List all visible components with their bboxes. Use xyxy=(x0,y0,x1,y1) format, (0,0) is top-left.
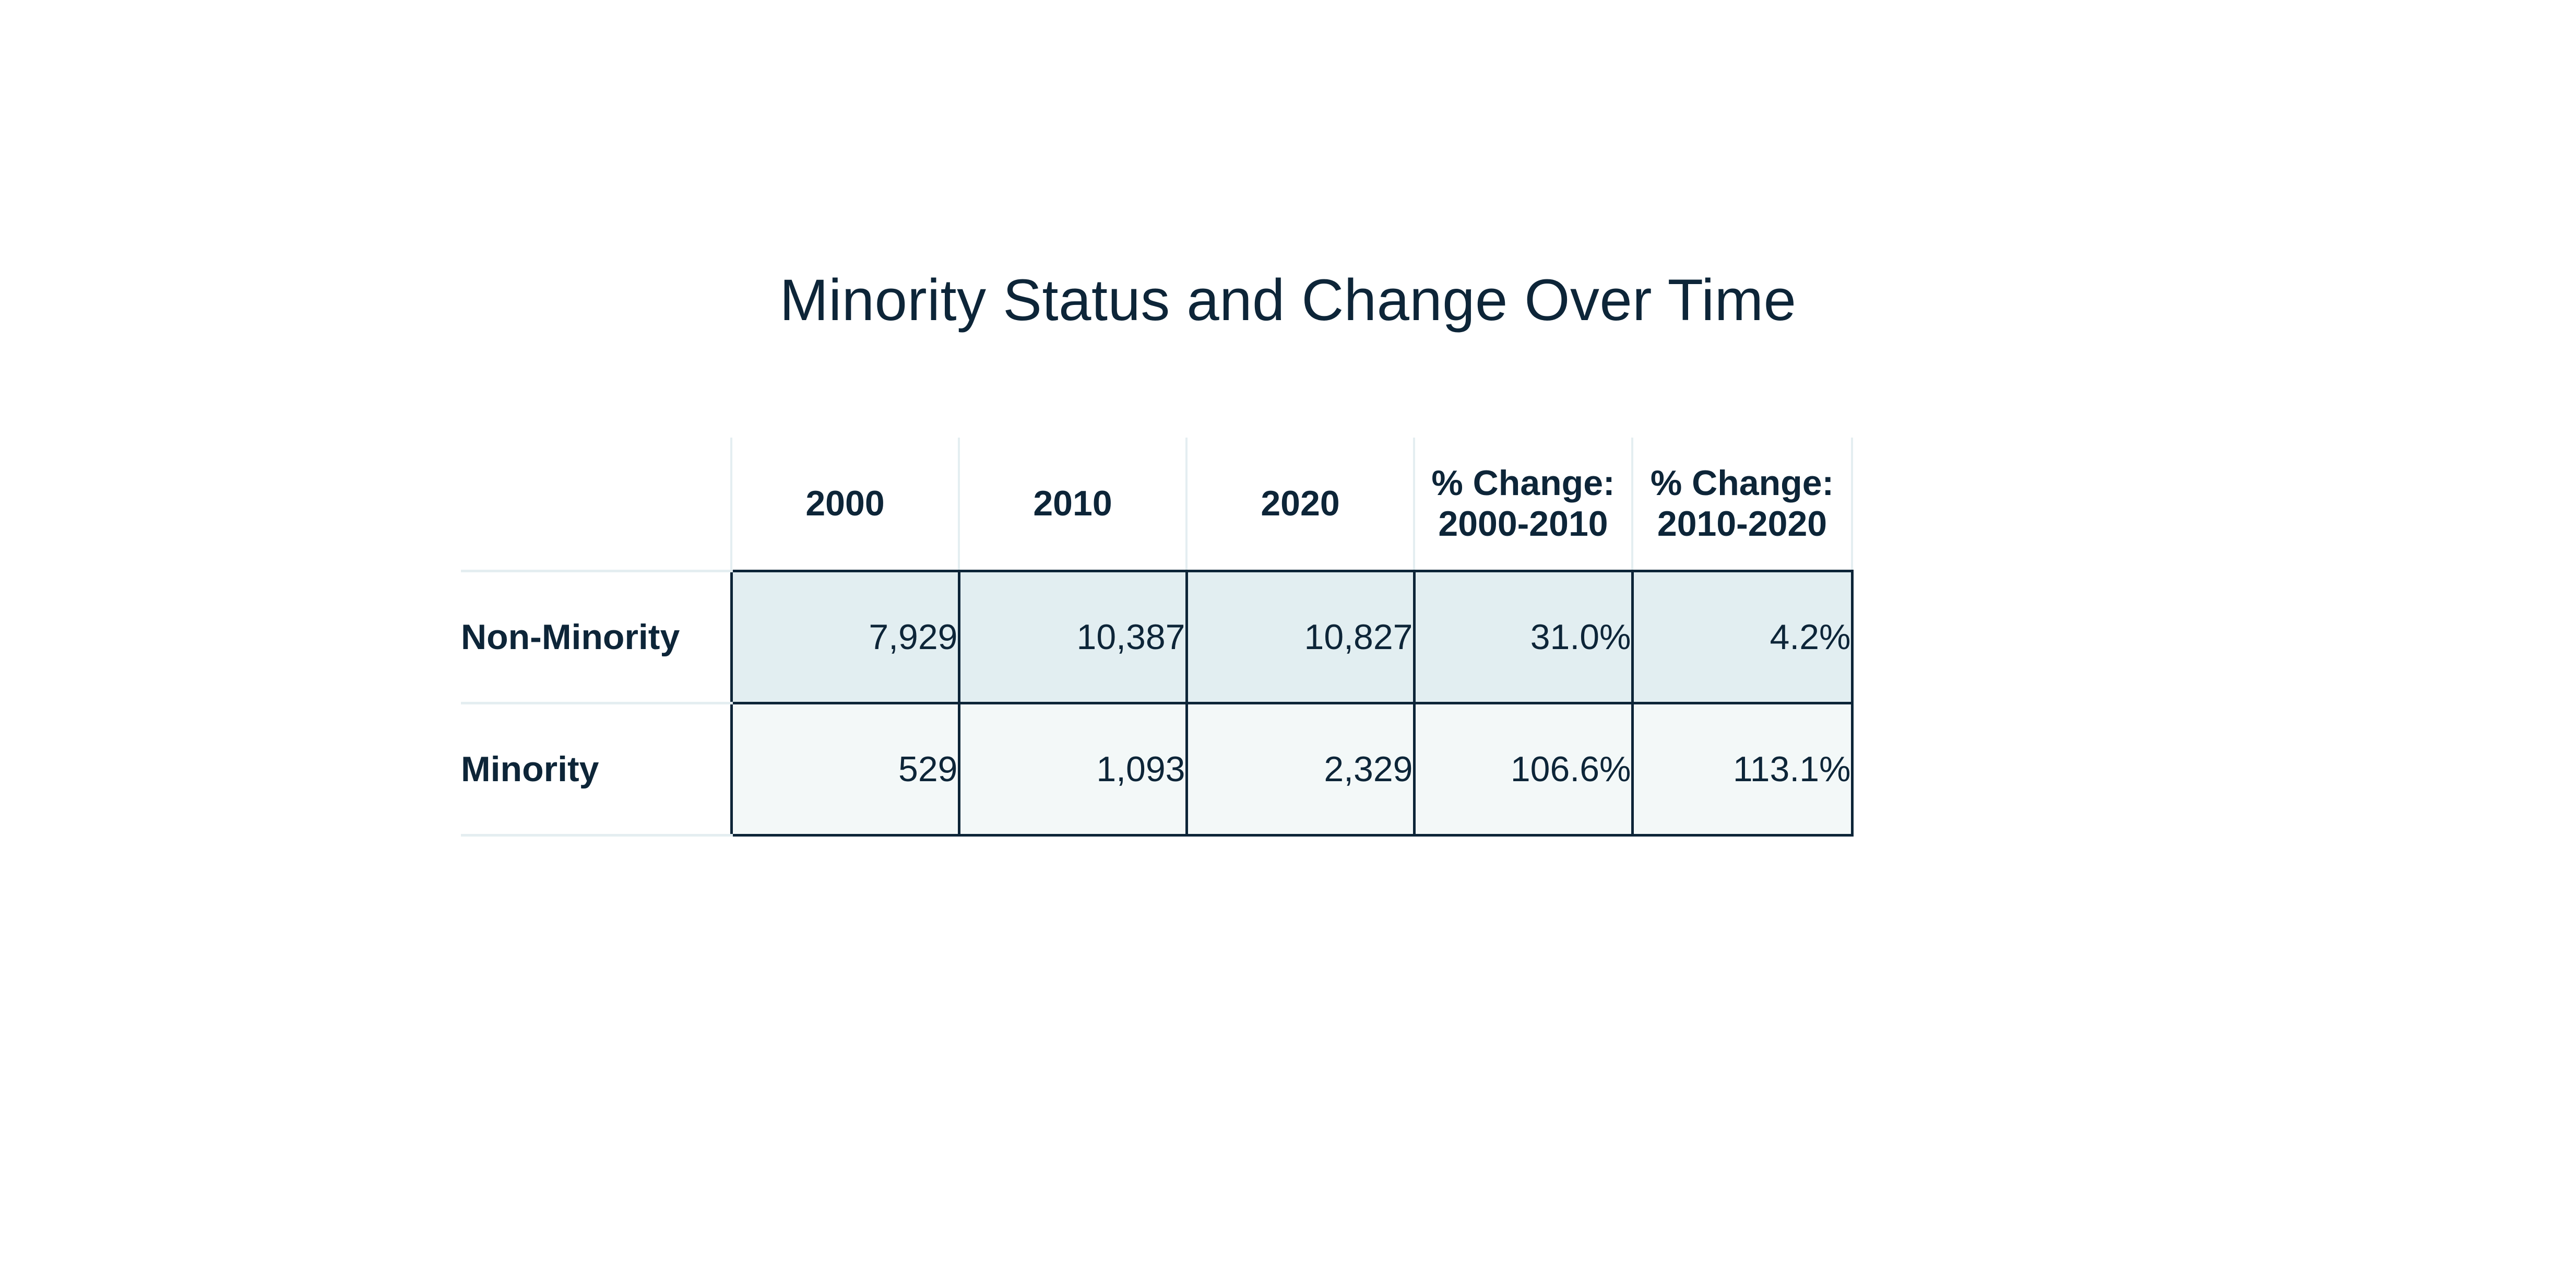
column-header-change-2010-2020: % Change: 2010-2020 xyxy=(1632,438,1853,572)
cell-minority-change-2000-2010: 106.6% xyxy=(1412,701,1634,837)
column-header-change-2000-2010: % Change: 2000-2010 xyxy=(1414,438,1633,572)
column-header-2010: 2010 xyxy=(959,438,1188,572)
cell-non-minority-2000: 7,929 xyxy=(730,569,960,704)
page-title: Minority Status and Change Over Time xyxy=(779,267,1797,333)
cell-minority-2020: 2,329 xyxy=(1185,701,1416,837)
cell-minority-2010: 1,093 xyxy=(957,701,1188,837)
cell-non-minority-change-2010-2020: 4.2% xyxy=(1631,569,1854,704)
table-corner-cell xyxy=(461,438,732,572)
cell-minority-2000: 529 xyxy=(730,701,960,837)
row-label-non-minority: Non-Minority xyxy=(461,571,731,704)
column-header-change-2010-2020-line2: 2010-2020 xyxy=(1657,504,1827,544)
cell-minority-change-2010-2020: 113.1% xyxy=(1631,701,1854,837)
table-row-non-minority: Non-Minority 7,929 10,387 10,827 31.0% 4… xyxy=(461,569,1854,704)
column-header-change-2000-2010-line1: % Change: xyxy=(1431,463,1615,503)
minority-status-table: 2000 2010 2020 % Change: 2000-2010 % Cha… xyxy=(461,438,1854,837)
table-row-minority: Minority 529 1,093 2,329 106.6% 113.1% xyxy=(461,701,1854,837)
column-header-change-2010-2020-line1: % Change: xyxy=(1650,463,1834,503)
row-label-minority: Minority xyxy=(461,703,731,837)
column-header-2000: 2000 xyxy=(730,438,960,572)
cell-non-minority-change-2000-2010: 31.0% xyxy=(1412,569,1634,704)
column-header-2020: 2020 xyxy=(1186,438,1415,572)
cell-non-minority-2010: 10,387 xyxy=(957,569,1188,704)
column-header-change-2000-2010-line2: 2000-2010 xyxy=(1438,504,1608,544)
table-header-row: 2000 2010 2020 % Change: 2000-2010 % Cha… xyxy=(461,438,1853,572)
cell-non-minority-2020: 10,827 xyxy=(1185,569,1416,704)
